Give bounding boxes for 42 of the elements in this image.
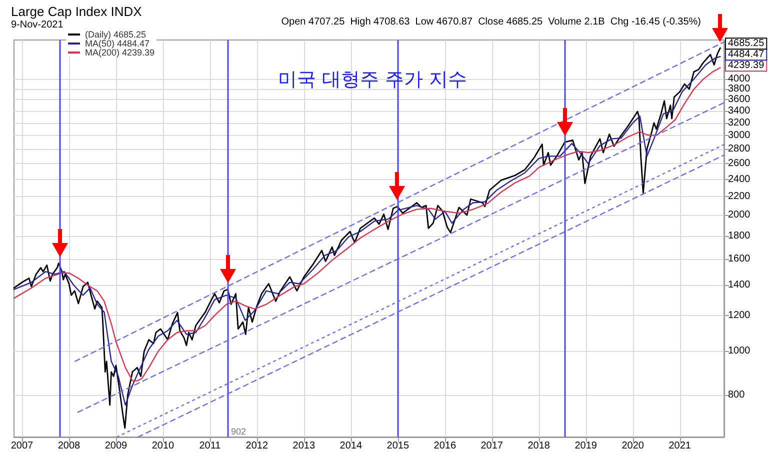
chart-title: Large Cap Index INDX <box>11 4 142 19</box>
chart-subtitle: 9-Nov-2021 <box>11 20 64 30</box>
y-tick-label: 4000 <box>728 74 751 85</box>
legend-label: (Daily) 4685.25 <box>85 30 146 40</box>
x-tick-label: 2018 <box>528 440 550 452</box>
y-tick-label: 1200 <box>728 310 751 321</box>
y-tick-label: 3400 <box>728 105 751 116</box>
text: 4685.25 <box>728 38 765 50</box>
x-tick-label: 2010 <box>152 440 175 452</box>
y-tick-label: 1600 <box>728 253 751 264</box>
x-tick-label: 2013 <box>292 440 316 452</box>
y-tick-label: 3200 <box>728 117 751 128</box>
y-tick-label: 2200 <box>728 190 751 202</box>
y-tick-label: 800 <box>728 390 746 401</box>
legend-label: MA(50) 4484.47 <box>85 38 150 48</box>
x-tick-label: 2015 <box>386 440 410 452</box>
legend-label: MA(200) 4239.39 <box>85 48 155 58</box>
y-tick-label: 1400 <box>728 280 751 291</box>
x-tick-label: 2020 <box>622 440 644 452</box>
x-tick-label: 2011 <box>199 440 222 452</box>
x-tick-label: 2014 <box>340 440 362 452</box>
x-tick-label: 2009 <box>104 440 128 452</box>
x-tick-label: 2021 <box>668 440 692 452</box>
x-tick-label: 2017 <box>480 440 504 452</box>
annotation: 902 <box>231 426 246 436</box>
y-tick-label: 2600 <box>728 158 751 170</box>
x-tick-label: 2007 <box>10 440 34 452</box>
text: 4239.39 <box>728 60 765 72</box>
x-tick-label: 2008 <box>58 440 81 452</box>
text: Open 4707.25 High 4708.63 Low 4670.87 Close 4685.25 Volume 2.1B Chg -16.45 (-0.35%) <box>281 16 701 28</box>
y-tick-label: 3800 <box>728 84 751 95</box>
y-tick-label: 2800 <box>728 144 751 155</box>
x-tick-label: 2019 <box>574 440 598 452</box>
x-tick-label: 2016 <box>434 440 456 452</box>
y-tick-label: 2000 <box>728 210 751 221</box>
y-tick-label: 1800 <box>728 230 751 242</box>
y-tick-label: 1000 <box>728 346 751 357</box>
x-tick-label: 2012 <box>246 440 268 452</box>
text: 4484.47 <box>728 49 765 60</box>
y-tick-label: 2400 <box>728 174 751 185</box>
y-tick-label: 3000 <box>728 130 751 142</box>
y-tick-label: 3600 <box>728 94 751 106</box>
